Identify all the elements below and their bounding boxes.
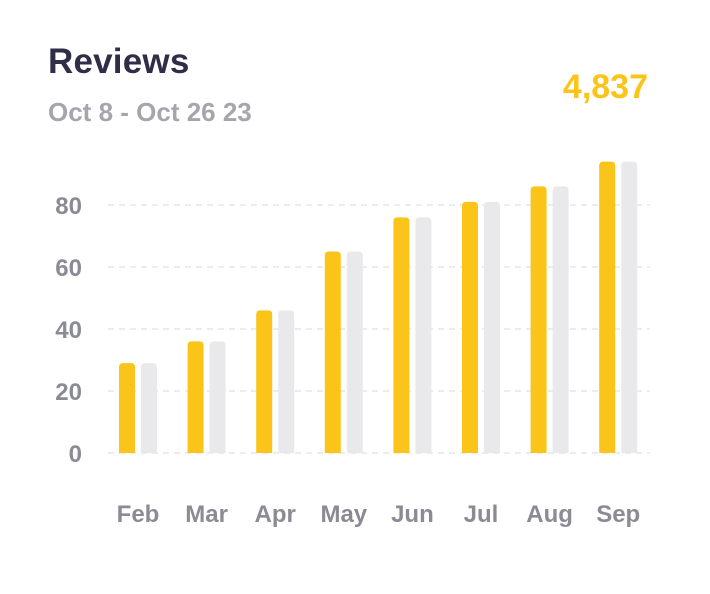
y-tick-label: 0 [69,441,82,468]
date-range: Oct 8 - Oct 26 23 [48,97,252,127]
bar-primary [393,217,410,453]
x-axis-ticks: Feb Mar Apr May Jun Jul Aug Sep [117,501,641,528]
x-tick-label: Mar [185,501,228,528]
y-tick-label: 40 [55,317,82,344]
x-tick-label: Sep [596,501,640,528]
bar-secondary [209,341,226,453]
x-tick-label: Aug [526,501,573,528]
x-tick-label: Apr [255,501,296,528]
bar-secondary [278,310,295,453]
chart-title: Reviews [48,42,190,81]
bar-secondary [552,186,569,453]
bar-primary [462,201,478,453]
bar-primary [530,186,547,453]
total-reviews-value: 4,837 [562,68,648,106]
x-tick-label: Jun [391,501,434,528]
x-tick-label: Jul [464,501,499,528]
y-tick-label: 20 [55,379,82,406]
x-tick-label: May [320,501,367,528]
bar-secondary [621,161,638,453]
bar-primary [256,310,273,453]
x-tick-label: Feb [117,501,160,528]
bar-secondary [484,201,500,453]
y-axis-ticks: 0 20 40 60 80 [55,193,82,468]
bar-secondary [141,363,157,453]
y-tick-label: 80 [55,193,82,220]
bar-primary [187,341,204,453]
y-tick-label: 60 [55,255,82,282]
bars [119,161,638,453]
bar-secondary [346,251,363,453]
bar-secondary [415,217,432,453]
bar-primary [599,161,616,453]
bar-primary [324,251,341,453]
bar-primary [119,363,135,453]
